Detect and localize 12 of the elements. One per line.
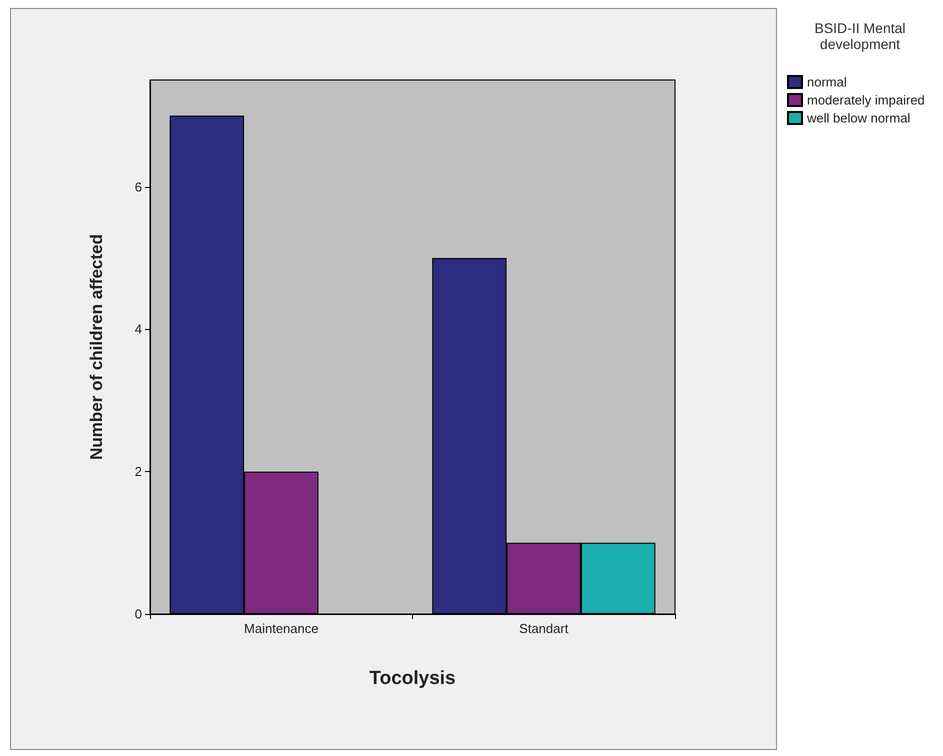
legend-label: normal [807, 74, 847, 90]
y-tick-label: 6 [134, 179, 142, 194]
legend-label: moderately impaired [807, 92, 925, 108]
y-axis-title: Number of children affected [87, 234, 106, 460]
x-axis-title: Tocolysis [369, 668, 456, 689]
y-tick-label: 2 [134, 464, 142, 480]
y-tick-label: 4 [134, 322, 142, 337]
legend-label: well below normal [806, 110, 910, 126]
x-tick-label: Maintenance [244, 621, 318, 636]
x-tick-label: Standart [519, 621, 569, 636]
y-tick-label: 0 [134, 606, 142, 622]
legend-title: BSID-II Mental development [813, 20, 907, 52]
